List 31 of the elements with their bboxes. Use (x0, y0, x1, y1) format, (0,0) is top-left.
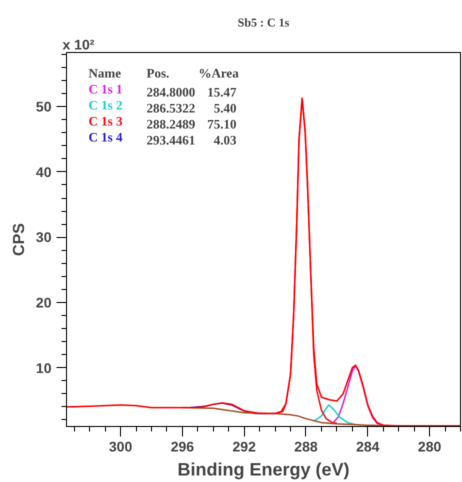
annotation: 75.10 (207, 116, 236, 132)
y-tick-label: 40 (36, 164, 52, 180)
x-tick-label: 280 (418, 438, 442, 454)
x-tick-label: 300 (108, 438, 132, 454)
annotation: %Area (198, 66, 240, 80)
text: C 1s 3 (88, 114, 123, 128)
annotation: 288.2489 (146, 116, 196, 132)
chart-title: Sb5 : C 1s (238, 16, 290, 30)
annotation: x 10² (62, 36, 95, 52)
annotation: 15.47 (207, 84, 237, 100)
annotation: Name (88, 66, 122, 80)
text: C 1s 4 (88, 130, 123, 144)
y-tick-label: 10 (36, 360, 52, 376)
x-tick-label: 284 (356, 438, 380, 454)
annotation: 293.4461 (146, 132, 196, 148)
x-axis-title: Binding Energy (eV) (177, 460, 350, 480)
annotation: 286.5322 (146, 100, 196, 116)
annotation: Pos. (146, 66, 170, 80)
y-axis-title: CPS (10, 222, 28, 256)
x-tick-label: 288 (294, 438, 318, 454)
y-tick-label: 50 (36, 98, 52, 115)
y-tick-label: 20 (36, 294, 52, 310)
text: C 1s 2 (88, 98, 122, 112)
y-tick-label: 30 (36, 229, 52, 246)
x-tick-label: 296 (170, 438, 194, 454)
line-series (312, 404, 356, 426)
annotation: 4.03 (214, 132, 237, 148)
annotation: 284.8000 (146, 84, 196, 100)
annotation: 5.40 (214, 100, 236, 116)
x-tick-label: 292 (232, 438, 256, 454)
text: C 1s 1 (88, 82, 122, 96)
